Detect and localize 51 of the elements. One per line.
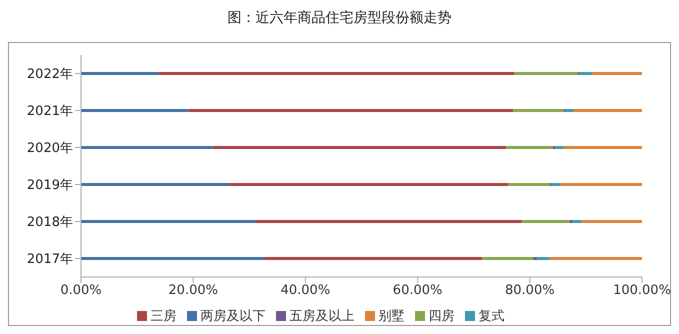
bar — [255, 220, 522, 224]
bar — [560, 183, 642, 186]
bar — [572, 220, 582, 224]
legend-label: 两房及以下 — [200, 309, 266, 324]
bar — [188, 109, 513, 112]
bar — [563, 146, 642, 150]
bar — [512, 109, 564, 112]
bar — [522, 220, 570, 224]
bar — [81, 72, 158, 76]
bar — [81, 220, 256, 224]
x-tick-label: 80.00% — [505, 283, 555, 298]
bar — [81, 183, 230, 186]
chart-title: 图：近六年商品住宅房型段份额走势 — [226, 9, 452, 28]
x-tick-label: 100.00% — [613, 283, 671, 298]
legend-label: 五房及以上 — [290, 309, 354, 324]
x-tick-label: 40.00% — [280, 283, 330, 298]
legend-label: 四房 — [428, 309, 454, 324]
bar — [158, 72, 514, 76]
bar — [581, 220, 642, 224]
y-tick-label: 2021年 — [26, 104, 73, 120]
bar — [81, 109, 188, 112]
bar — [555, 146, 564, 150]
bar — [81, 257, 266, 260]
y-tick-label: 2018年 — [26, 215, 73, 230]
legend-label: 三房 — [150, 309, 176, 324]
y-tick-label: 2022年 — [26, 67, 73, 82]
bar — [508, 183, 550, 186]
bar — [229, 183, 508, 186]
x-tick-label: 0.00% — [60, 283, 102, 298]
bar — [592, 72, 642, 76]
bar — [574, 109, 642, 112]
x-tick-label: 20.00% — [168, 283, 218, 298]
legend-label: 别墅 — [378, 309, 404, 324]
bar — [514, 72, 578, 76]
legend-label: 复式 — [478, 309, 504, 324]
y-tick-label: 2017年 — [26, 252, 73, 268]
bar — [570, 220, 572, 224]
bar — [482, 257, 534, 260]
bar — [566, 109, 574, 112]
y-tick-label: 2020年 — [26, 141, 73, 156]
bar — [265, 257, 482, 260]
bar — [549, 257, 642, 260]
x-tick-label: 60.00% — [392, 283, 442, 298]
bar — [81, 146, 213, 150]
bar — [537, 257, 550, 260]
y-tick-label: 2019年 — [26, 178, 73, 194]
bar — [506, 146, 553, 150]
bar — [552, 183, 561, 186]
bar — [212, 146, 506, 150]
bar — [533, 257, 538, 260]
bar — [580, 72, 592, 76]
